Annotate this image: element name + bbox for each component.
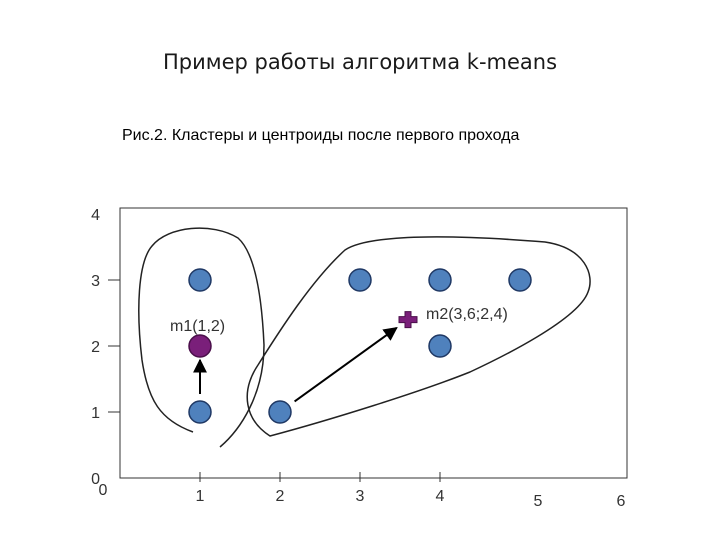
centroid-marker xyxy=(188,334,212,358)
data-point xyxy=(188,268,212,292)
centroid-label: m2(3,6;2,4) xyxy=(426,306,508,323)
figure-caption: Рис.2. Кластеры и центроиды после первог… xyxy=(122,127,520,144)
data-point xyxy=(268,400,292,424)
y-tick-label: 3 xyxy=(91,273,100,290)
y-tick-label: 1 xyxy=(91,405,100,422)
x-tick-label: 4 xyxy=(436,488,445,505)
data-point xyxy=(188,400,212,424)
centroid-label: m1(1,2) xyxy=(170,318,225,335)
cluster-1-outline xyxy=(138,227,265,448)
x-tick-label: 0 xyxy=(99,482,108,499)
centroid-move-arrow xyxy=(294,326,398,403)
y-tick-label: 4 xyxy=(91,207,100,224)
data-point xyxy=(428,268,452,292)
slide-title: Пример работы алгоритма k-means xyxy=(162,50,558,74)
x-tick-label: 5 xyxy=(534,493,543,510)
plot-area-frame xyxy=(119,207,628,479)
x-tick-label: 2 xyxy=(276,488,285,505)
centroid-marker xyxy=(398,311,418,329)
x-tick-label: 1 xyxy=(196,488,205,505)
data-point xyxy=(508,268,532,292)
data-point xyxy=(428,334,452,358)
x-tick-label: 6 xyxy=(617,493,626,510)
cluster-2-outline xyxy=(246,236,591,437)
x-tick-label: 3 xyxy=(356,488,365,505)
y-tick-label: 2 xyxy=(91,339,100,356)
data-point xyxy=(348,268,372,292)
y-tick-label: 0 xyxy=(91,471,100,488)
